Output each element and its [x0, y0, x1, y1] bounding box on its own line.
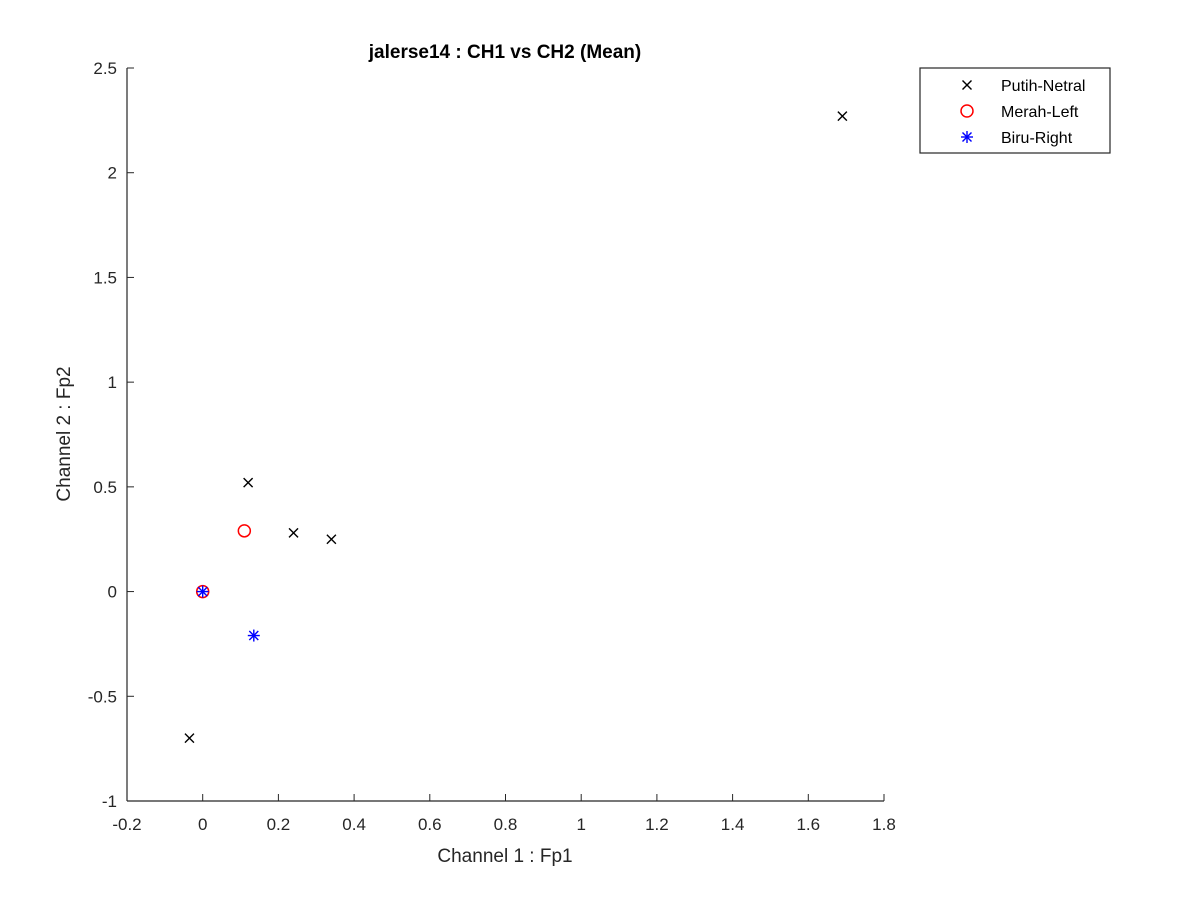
y-tick-label: 0 [108, 583, 117, 602]
x-tick-label: 0.4 [342, 815, 366, 834]
data-point-biru-right [247, 629, 260, 642]
data-point-putih-netral [837, 111, 848, 122]
x-tick-label: 1.2 [645, 815, 669, 834]
y-tick-label: 1 [108, 373, 117, 392]
y-tick-label: 1.5 [93, 268, 117, 287]
y-tick-label: 0.5 [93, 478, 117, 497]
legend-marker [962, 80, 972, 90]
x-tick-label: 1.4 [721, 815, 745, 834]
data-point-merah-left [237, 524, 252, 538]
legend: Putih-Netral Merah-Left Biru-Right [919, 67, 1111, 154]
chart-title: jalerse14 : CH1 vs CH2 (Mean) [368, 42, 641, 63]
legend-marker [960, 104, 974, 118]
x-tick-label: 0.2 [267, 815, 291, 834]
x-axis-label: Channel 1 : Fp1 [437, 846, 572, 867]
x-tick-label: 1 [576, 815, 585, 834]
data-point-putih-netral [288, 527, 299, 538]
y-tick-label: 2.5 [93, 59, 117, 78]
legend-entry: Merah-Left [960, 104, 1079, 121]
legend-entry: Putih-Netral [962, 78, 1085, 95]
data-point-putih-netral [326, 534, 337, 545]
legend-marker [961, 131, 973, 143]
y-tick-label: -1 [102, 792, 117, 811]
y-ticks: -1 -0.5 0 0.5 1 1.5 2 2.5 [88, 59, 134, 811]
y-axis-label: Channel 2 : Fp2 [54, 366, 75, 501]
x-tick-label: 1.6 [796, 815, 820, 834]
y-tick-label: -0.5 [88, 687, 117, 706]
y-tick-label: 2 [108, 164, 117, 183]
x-tick-label: 0 [198, 815, 207, 834]
plot-axes: -0.2 0 0.2 0.4 0.6 0.8 1 1.2 1.4 1.6 1.8 -1 -0.5 0 0.… [88, 59, 896, 834]
data-points [184, 111, 848, 744]
data-point-putih-netral [184, 733, 195, 744]
x-ticks: -0.2 0 0.2 0.4 0.6 0.8 1 1.2 1.4 1.6 1.8 [112, 794, 896, 834]
data-point-biru-right [196, 585, 209, 598]
data-point-putih-netral [243, 477, 254, 488]
x-tick-label: -0.2 [112, 815, 141, 834]
legend-box [919, 67, 1111, 154]
legend-label: Biru-Right [1001, 130, 1073, 147]
legend-label: Putih-Netral [1001, 78, 1085, 95]
x-tick-label: 0.6 [418, 815, 442, 834]
legend-label: Merah-Left [1001, 104, 1079, 121]
x-tick-label: 0.8 [494, 815, 518, 834]
legend-entry: Biru-Right [961, 130, 1073, 147]
x-tick-label: 1.8 [872, 815, 896, 834]
